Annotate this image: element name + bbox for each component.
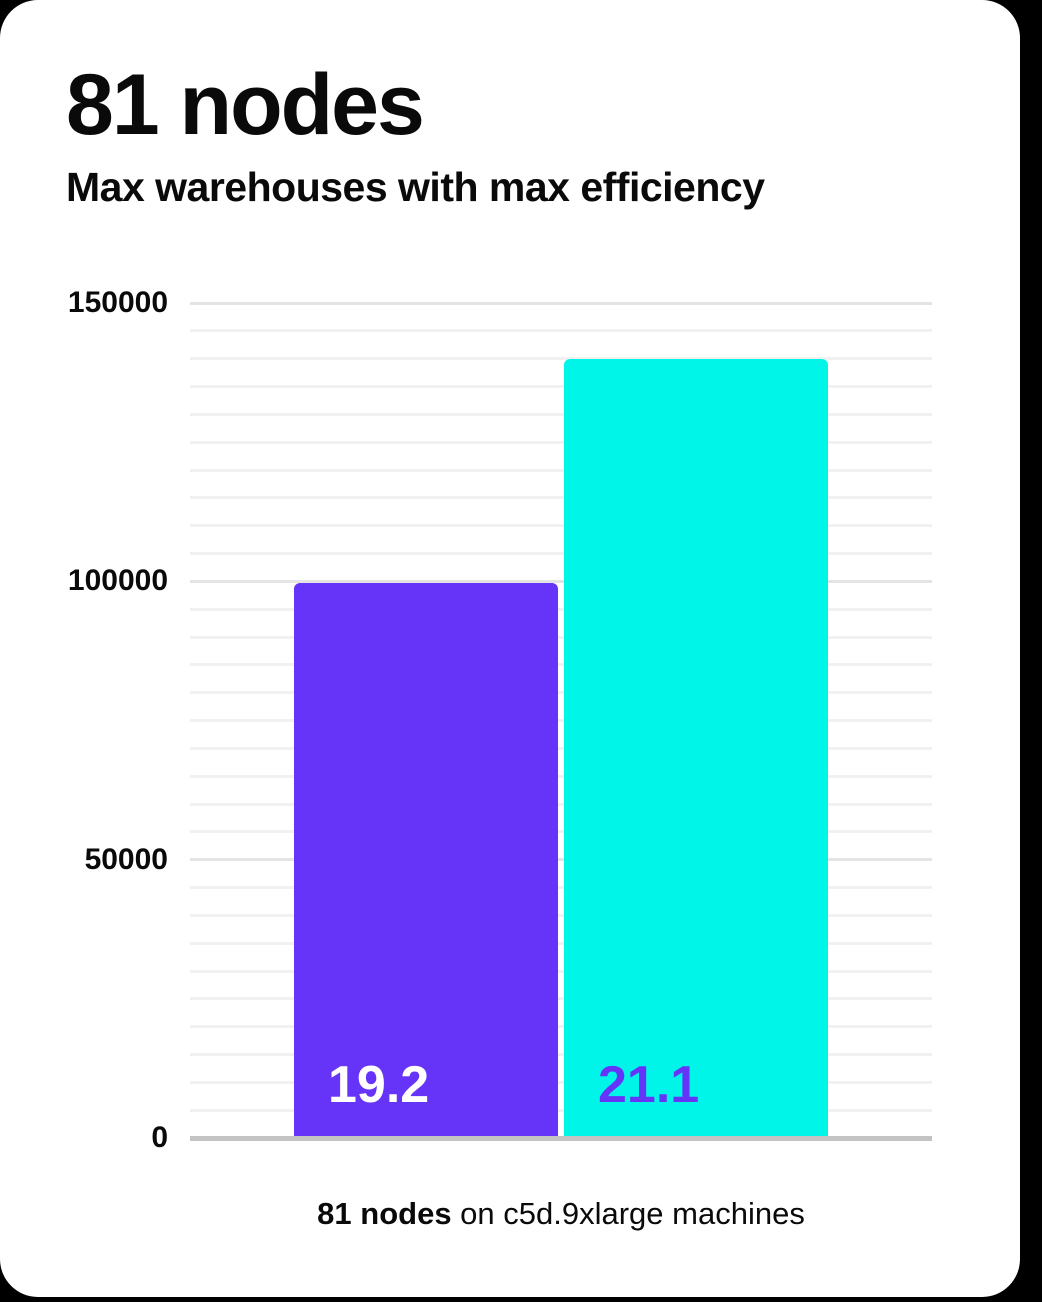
grid-line-minor [190, 719, 932, 722]
grid-line-minor [190, 357, 932, 361]
grid-line-minor [190, 774, 932, 778]
page-subtitle: Max warehouses with max efficiency [66, 164, 765, 210]
chart-caption: 81 nodes on c5d.9xlarge machines [190, 1193, 932, 1235]
grid-line-minor [190, 1108, 932, 1112]
grid-line-minor [190, 886, 932, 889]
grid-line-minor [190, 385, 932, 388]
grid-line-minor [190, 524, 932, 528]
grid-line-minor [190, 468, 932, 472]
bar-19.2: 19.2 [294, 583, 558, 1138]
bar-value-label: 21.1 [598, 1055, 700, 1114]
grid-line-major [190, 301, 932, 305]
grid-line-minor [190, 496, 932, 500]
grid-line-minor [190, 997, 932, 1001]
grid-line-minor [190, 1053, 932, 1056]
bar-value-label: 19.2 [328, 1055, 430, 1114]
y-tick-label: 150000 [67, 286, 168, 319]
grid-line-minor [190, 607, 932, 611]
y-tick-label: 50000 [84, 842, 168, 876]
grid-line-minor [190, 941, 932, 945]
grid-line-minor [190, 691, 932, 695]
bar-chart: 0 50000 100000 150000 19.2 21.1 [0, 286, 932, 1154]
plot-area: 19.2 21.1 [190, 301, 932, 1141]
y-tick-label: 100000 [67, 564, 168, 598]
grid-line-minor [190, 969, 932, 973]
grid-line-minor [190, 440, 932, 444]
chart-card: 81 nodes Max warehouses with max efficie… [0, 0, 1020, 1297]
grid-line-minor [190, 552, 932, 555]
x-axis-line [190, 1136, 932, 1141]
grid-line-minor [190, 746, 932, 750]
grid-line-minor [190, 1025, 932, 1029]
grid-line-minor [190, 412, 932, 416]
grid-line-minor [190, 635, 932, 639]
grid-line-minor [190, 663, 932, 667]
grid-line-minor [190, 802, 932, 806]
bar-21.1: 21.1 [564, 358, 828, 1138]
grid-line-major [190, 858, 932, 862]
y-tick-label: 0 [151, 1121, 168, 1154]
grid-line-major [190, 579, 932, 583]
caption-rest-text: on c5d.9xlarge machines [451, 1196, 805, 1231]
grid-line-minor [190, 913, 932, 917]
grid-line-minor [190, 329, 932, 333]
grid-line-minor [190, 1080, 932, 1084]
grid-line-minor [190, 830, 932, 834]
caption-bold-text: 81 nodes [317, 1196, 452, 1231]
y-axis: 0 50000 100000 150000 [0, 286, 168, 1154]
page-title: 81 nodes [66, 57, 425, 153]
